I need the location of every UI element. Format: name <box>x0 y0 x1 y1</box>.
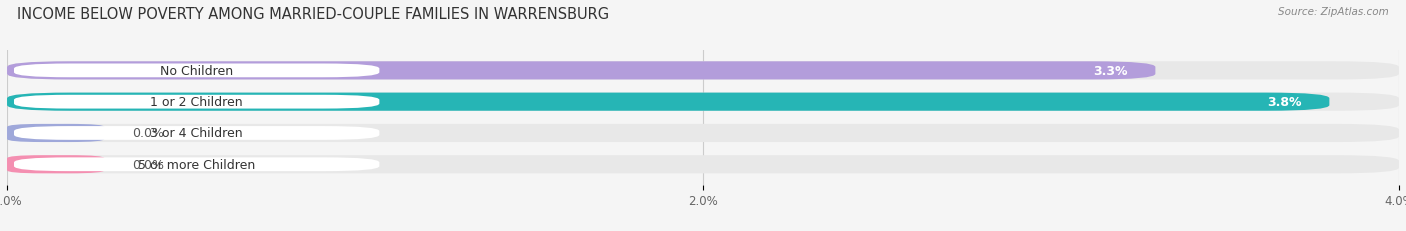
Text: INCOME BELOW POVERTY AMONG MARRIED-COUPLE FAMILIES IN WARRENSBURG: INCOME BELOW POVERTY AMONG MARRIED-COUPL… <box>17 7 609 22</box>
FancyBboxPatch shape <box>7 155 104 173</box>
Text: 5 or more Children: 5 or more Children <box>138 158 256 171</box>
Text: Source: ZipAtlas.com: Source: ZipAtlas.com <box>1278 7 1389 17</box>
Text: 1 or 2 Children: 1 or 2 Children <box>150 96 243 109</box>
FancyBboxPatch shape <box>14 95 380 109</box>
Text: 0.0%: 0.0% <box>132 158 165 171</box>
FancyBboxPatch shape <box>7 93 1399 111</box>
FancyBboxPatch shape <box>7 124 104 143</box>
FancyBboxPatch shape <box>7 93 1330 111</box>
Text: No Children: No Children <box>160 65 233 78</box>
Text: 3 or 4 Children: 3 or 4 Children <box>150 127 243 140</box>
FancyBboxPatch shape <box>7 62 1399 80</box>
Text: 3.3%: 3.3% <box>1092 65 1128 78</box>
Text: 0.0%: 0.0% <box>132 127 165 140</box>
FancyBboxPatch shape <box>14 158 380 171</box>
FancyBboxPatch shape <box>7 155 1399 173</box>
FancyBboxPatch shape <box>7 62 1156 80</box>
FancyBboxPatch shape <box>7 124 1399 143</box>
Text: 3.8%: 3.8% <box>1267 96 1302 109</box>
FancyBboxPatch shape <box>14 127 380 140</box>
FancyBboxPatch shape <box>14 64 380 78</box>
